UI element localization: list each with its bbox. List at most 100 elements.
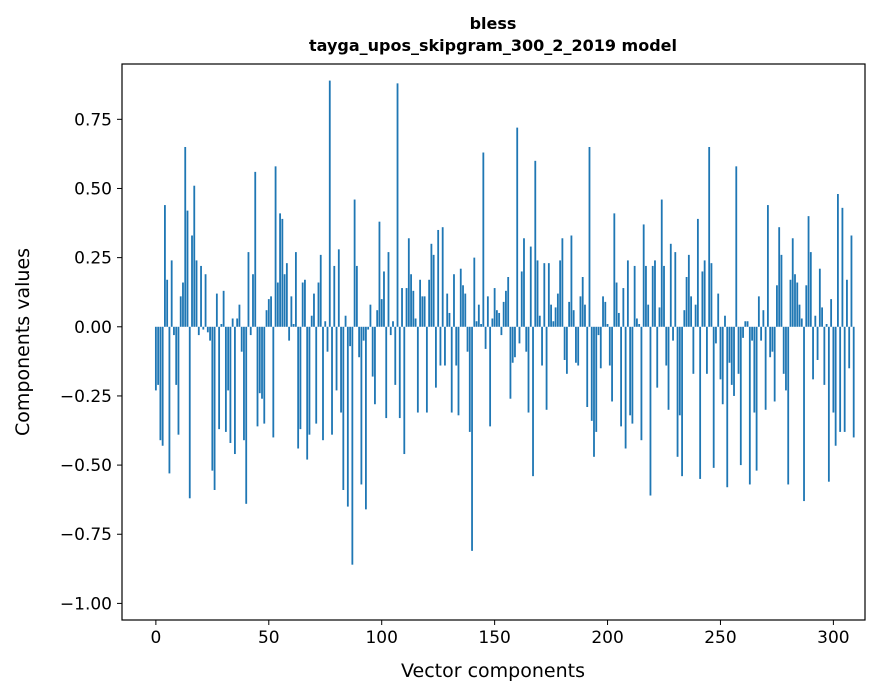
bar [692, 326, 695, 374]
bar [825, 324, 828, 327]
bar [258, 326, 261, 394]
x-tick-label: 0 [150, 628, 161, 648]
bar [416, 326, 419, 413]
bar [466, 326, 469, 352]
bar [631, 326, 634, 424]
bar [814, 315, 817, 327]
bar [654, 260, 656, 327]
bar [676, 326, 679, 457]
bar [579, 296, 582, 327]
bar [184, 146, 187, 327]
bar [170, 260, 173, 327]
bar [773, 326, 776, 402]
bar [642, 224, 645, 327]
bar [556, 293, 559, 327]
bars-group [154, 80, 855, 565]
x-axis-ticks: 0 50 100 150 200 250 300 [150, 620, 850, 648]
bar [669, 243, 672, 327]
bar [437, 229, 440, 327]
bar [830, 299, 833, 327]
bar [392, 321, 394, 327]
bar [161, 326, 164, 446]
bar [552, 321, 555, 327]
bar [186, 210, 189, 327]
bar [547, 263, 550, 327]
bar [313, 293, 315, 327]
bar [349, 326, 351, 347]
bar [807, 216, 810, 327]
bar [640, 326, 643, 441]
bar [638, 324, 641, 327]
bar [346, 326, 349, 507]
bar [337, 249, 340, 327]
y-tick-label: 0.75 [74, 110, 112, 130]
bar [441, 227, 444, 327]
bar [254, 171, 257, 327]
bar [712, 326, 715, 468]
bar [620, 326, 622, 427]
y-tick-label: −0.50 [60, 456, 112, 476]
x-tick-label: 200 [591, 628, 623, 648]
bar [724, 315, 726, 327]
bar [832, 326, 835, 413]
x-tick-label: 300 [817, 628, 849, 648]
bar [748, 326, 751, 485]
bar [401, 288, 403, 327]
bar [299, 326, 302, 430]
bar [213, 326, 216, 490]
bar [376, 310, 379, 327]
bar [389, 326, 392, 336]
bar [766, 205, 769, 327]
bar [215, 293, 218, 327]
bar [717, 293, 720, 327]
bar [292, 324, 295, 327]
bar [730, 326, 733, 385]
bar [507, 277, 510, 327]
bar [827, 326, 830, 482]
bar [706, 326, 708, 374]
bar [245, 326, 248, 504]
bar [475, 321, 478, 327]
bar [340, 326, 342, 413]
bar [328, 80, 331, 327]
bar [615, 282, 618, 327]
bar [355, 265, 358, 327]
bar [455, 326, 458, 366]
chart-subtitle: tayga_upos_skipgram_300_2_2019 model [309, 36, 677, 55]
bar [608, 326, 611, 366]
bar [846, 279, 848, 327]
bar [240, 326, 243, 352]
bar [599, 326, 602, 369]
bar [703, 260, 706, 327]
bar [726, 326, 729, 488]
bar [839, 326, 842, 432]
bar [665, 326, 668, 366]
bar [823, 326, 826, 385]
bar [529, 246, 532, 327]
x-tick-label: 50 [258, 628, 280, 648]
bar [220, 324, 223, 327]
bar [572, 310, 575, 327]
bar [561, 238, 564, 327]
bar [159, 326, 162, 441]
bar [805, 285, 808, 327]
bar [423, 296, 426, 327]
bar [715, 326, 717, 344]
bar [491, 318, 494, 327]
bar [516, 127, 519, 327]
bar [629, 326, 632, 416]
bar [672, 326, 674, 341]
bar [500, 326, 503, 336]
bar [532, 326, 534, 477]
bar [274, 166, 277, 327]
bar [315, 326, 318, 424]
bar [473, 257, 476, 327]
y-tick-label: 0.50 [74, 179, 112, 199]
bar [362, 326, 365, 341]
bar [182, 282, 184, 327]
bar [358, 326, 361, 358]
bar [651, 265, 654, 327]
bar [563, 326, 566, 360]
bar [344, 315, 347, 327]
bar [597, 326, 600, 336]
